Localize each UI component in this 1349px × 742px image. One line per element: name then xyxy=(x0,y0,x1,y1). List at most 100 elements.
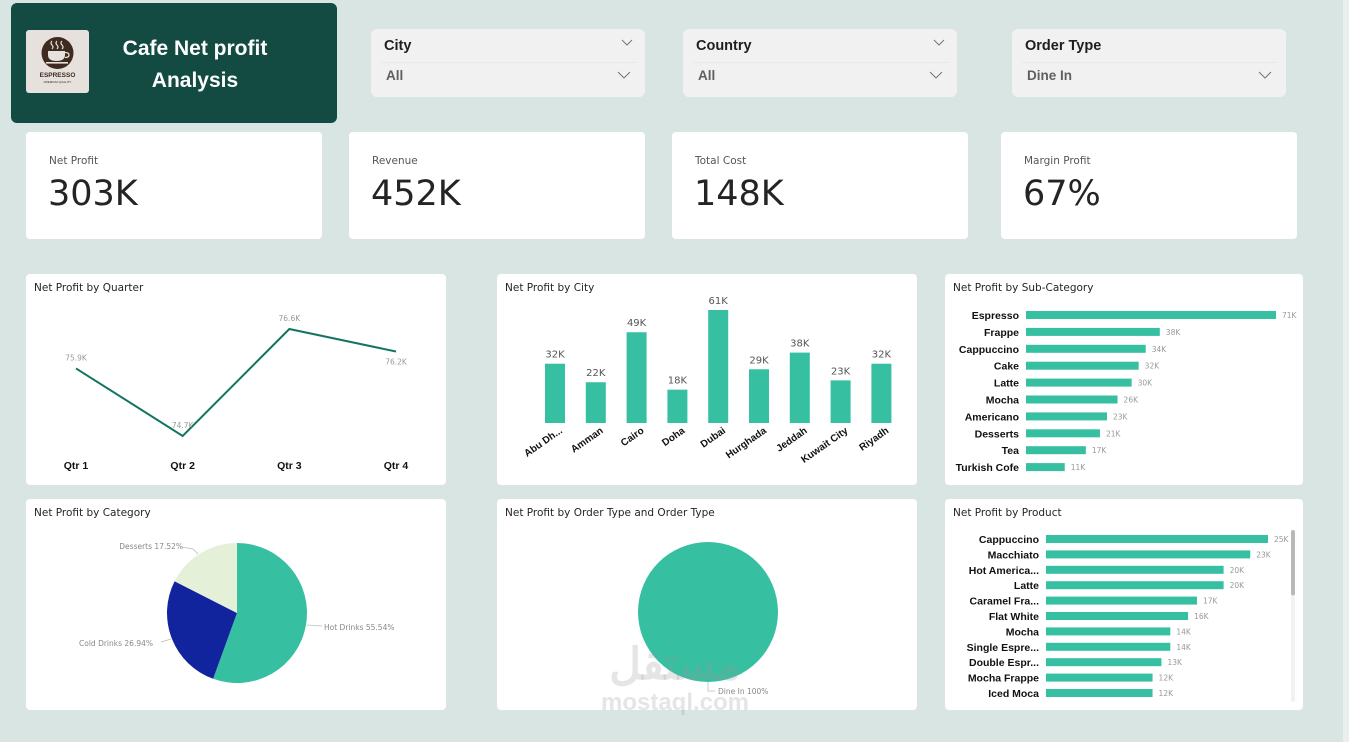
data-label: 71K xyxy=(1282,311,1298,320)
leader-line xyxy=(160,638,172,643)
product-bar xyxy=(1046,689,1153,697)
city-bar xyxy=(585,382,606,423)
y-tick-label: Latte xyxy=(1014,580,1039,592)
category-chart-card[interactable]: Hot Drinks 55.54% Cold Drinks 26.94% Desse… xyxy=(26,499,446,710)
chart-title: Net Profit by Product xyxy=(953,507,1062,519)
leader-line xyxy=(707,682,715,692)
subcategory-bar xyxy=(1026,344,1146,353)
x-tick-label: Qtr 2 xyxy=(170,460,195,472)
subcategory-bar xyxy=(1026,378,1132,387)
y-tick-label: Turkish Cofe xyxy=(956,462,1020,474)
data-label: Cold Drinks 26.94% xyxy=(79,639,153,648)
city-dropdown[interactable]: All xyxy=(381,62,637,92)
chart-title: Net Profit by City xyxy=(505,282,595,294)
data-label: 20K xyxy=(1230,581,1246,590)
product-bar-chart: Cappuccino 25K Macchiato 23K Hot America... 2… xyxy=(967,530,1295,702)
quarter-line-series xyxy=(75,327,397,438)
kpi-value: 67% xyxy=(1023,174,1101,214)
city-chart-card[interactable]: 32K Abu Dh... 22K Amman 49K Cairo 18K Doha 61K Du… xyxy=(497,274,917,485)
data-label: 23K xyxy=(831,366,851,377)
leader-line xyxy=(306,624,323,627)
y-tick-label: Macchiato xyxy=(988,549,1039,561)
kpi-card-revenue: Revenue 452K xyxy=(349,132,645,239)
subcategory-bar xyxy=(1026,463,1065,472)
product-chart-card[interactable]: Cappuccino 25K Macchiato 23K Hot America... 2… xyxy=(945,499,1303,710)
product-bar xyxy=(1046,658,1162,667)
ordertype-pie-chart: Dine In 100% xyxy=(638,542,778,696)
data-label: 21K xyxy=(1106,429,1122,438)
x-tick-label: Qtr 1 xyxy=(64,460,89,472)
y-tick-label: Cake xyxy=(994,361,1019,373)
subcategory-bar xyxy=(1026,446,1086,455)
y-tick-label: Espresso xyxy=(972,310,1019,322)
kpi-card-total-cost: Total Cost 148K xyxy=(672,132,968,239)
scrollbar-thumb[interactable] xyxy=(1291,530,1295,596)
chevron-down-icon[interactable] xyxy=(617,70,631,80)
data-label: 75.9K xyxy=(65,353,88,362)
data-label: 25K xyxy=(1274,535,1290,544)
subcategory-bar xyxy=(1026,361,1139,370)
data-label: 26K xyxy=(1124,396,1140,405)
data-label: 29K xyxy=(749,355,769,366)
country-slicer[interactable]: Country All xyxy=(683,29,957,97)
product-bar xyxy=(1046,627,1171,636)
slicer-value: Dine In xyxy=(1027,68,1073,83)
data-label: 14K xyxy=(1176,627,1192,636)
slicer-value: All xyxy=(386,68,404,83)
chevron-down-icon[interactable] xyxy=(929,70,943,80)
pie-slice xyxy=(638,542,778,682)
x-tick-label: Abu Dh... xyxy=(522,425,564,459)
y-tick-label: Mocha xyxy=(986,395,1019,407)
slicer-title: City xyxy=(384,38,412,54)
kpi-card-margin-profit: Margin Profit 67% xyxy=(1001,132,1297,239)
data-label: 16K xyxy=(1194,612,1210,621)
chevron-down-icon[interactable] xyxy=(621,39,633,47)
city-bar xyxy=(871,363,892,423)
order-type-dropdown[interactable]: Dine In xyxy=(1022,62,1278,92)
data-label: 17K xyxy=(1203,597,1219,606)
y-tick-label: Hot America... xyxy=(969,565,1039,577)
y-tick-label: Flat White xyxy=(989,611,1039,623)
logo-brand: ESPRESSO xyxy=(40,72,76,79)
country-dropdown[interactable]: All xyxy=(693,62,949,92)
data-label: 23K xyxy=(1113,412,1129,421)
data-label: 76.2K xyxy=(385,358,408,367)
quarter-chart-card[interactable]: 75.9K Qtr 1 74.7K Qtr 2 76.6K Qtr 3 76.2K Qtr 4… xyxy=(26,274,446,485)
chevron-down-icon[interactable] xyxy=(1258,70,1272,80)
y-tick-label: Desserts xyxy=(975,428,1020,440)
data-label: 61K xyxy=(709,296,729,307)
order-type-slicer[interactable]: Order Type Dine In xyxy=(1012,29,1286,97)
y-tick-label: Mocha Frappe xyxy=(968,673,1039,685)
data-label: Desserts 17.52% xyxy=(119,542,183,551)
x-tick-label: Riyadh xyxy=(857,425,891,453)
pie-slice xyxy=(213,543,308,683)
category-pie-chart: Hot Drinks 55.54% Cold Drinks 26.94% Desse… xyxy=(79,542,394,683)
subcategory-chart-card[interactable]: Espresso 71K Frappe 38K Cappuccino 34K Cake 32K… xyxy=(945,274,1303,485)
product-bar xyxy=(1046,596,1197,605)
data-label: 11K xyxy=(1071,463,1087,472)
x-tick-label: Doha xyxy=(660,425,687,449)
data-label: 23K xyxy=(1256,550,1272,559)
chevron-down-icon[interactable] xyxy=(933,39,945,47)
slicer-value: All xyxy=(698,68,716,83)
ordertype-chart-card[interactable]: Dine In 100% Net Profit by Order Type an… xyxy=(497,499,917,710)
data-label: 30K xyxy=(1138,379,1154,388)
data-label: 76.6K xyxy=(279,314,302,323)
data-label: 74.7K xyxy=(172,421,195,430)
data-label: 22K xyxy=(586,368,606,379)
scroll-edge xyxy=(1343,0,1349,742)
kpi-card-net-profit: Net Profit 303K xyxy=(26,132,322,239)
x-tick-label: Amman xyxy=(569,425,605,455)
data-label: 14K xyxy=(1176,643,1192,652)
subcategory-bar xyxy=(1026,327,1160,336)
y-tick-label: Mocha xyxy=(1006,626,1039,638)
slicer-title: Order Type xyxy=(1025,38,1102,54)
chart-title: Net Profit by Sub-Category xyxy=(953,282,1094,294)
title-line-1: Cafe Net profit xyxy=(122,37,268,60)
product-bar xyxy=(1046,550,1251,559)
y-tick-label: Frappe xyxy=(984,327,1019,339)
title-line-2: Analysis xyxy=(151,69,239,92)
city-slicer[interactable]: City All xyxy=(371,29,645,97)
y-tick-label: Cappuccino xyxy=(979,534,1039,546)
slicer-title: Country xyxy=(696,38,752,54)
